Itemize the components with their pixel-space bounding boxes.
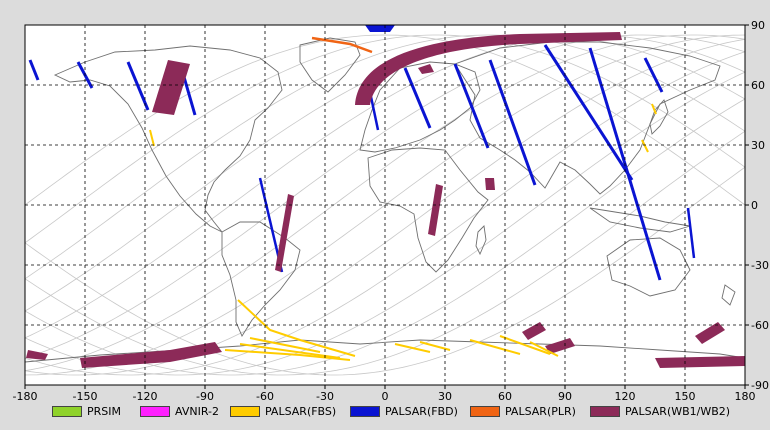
wb-swath-africa bbox=[428, 184, 443, 236]
lat-tick-label: 30 bbox=[751, 139, 765, 152]
legend-item: AVNIR-2 bbox=[140, 404, 219, 418]
fbs-swath-japan bbox=[641, 139, 649, 153]
coast-europe bbox=[359, 61, 481, 153]
wb-swath-ross-sea bbox=[695, 322, 725, 344]
wb-swath-arabia bbox=[485, 178, 495, 190]
fbd-swath-russia-1 bbox=[453, 63, 490, 149]
latitude-axis-labels: 90 60 30 0 -30 -60 -90 bbox=[745, 19, 769, 392]
coast-japan bbox=[649, 99, 669, 135]
wb-swath-canada bbox=[152, 60, 190, 115]
wb-swath-antarctic-far-west bbox=[26, 350, 48, 360]
coast-africa bbox=[367, 147, 489, 273]
lat-tick-label: -30 bbox=[751, 259, 769, 272]
world-coverage-map: 90 60 30 0 -30 -60 -90 -180 -150 -120 -90 -60 -30 0 3… bbox=[13, 19, 769, 403]
lon-tick-label: -60 bbox=[256, 390, 274, 400]
legend-swatch bbox=[350, 405, 380, 417]
legend-label: PALSAR(PLR) bbox=[505, 404, 576, 418]
fbs-swath-patagonia-1 bbox=[237, 299, 356, 357]
legend-label: PRSIM bbox=[87, 404, 121, 418]
legend: PRSIM AVNIR-2 PALSAR(FBS) PALSAR(FBD) PALSAR… bbox=[0, 400, 770, 422]
lon-tick-label: 180 bbox=[735, 390, 756, 400]
fbs-swath-antarctic-3 bbox=[469, 339, 521, 355]
lon-tick-label: 60 bbox=[498, 390, 512, 400]
legend-item: PALSAR(WB1/WB2) bbox=[590, 404, 730, 418]
coast-new-zealand bbox=[721, 284, 736, 306]
wb-swath-antarctic-west bbox=[80, 342, 222, 368]
lat-tick-label: 90 bbox=[751, 19, 765, 32]
fbd-swath-canada-1 bbox=[126, 61, 150, 111]
coast-greenland bbox=[299, 37, 361, 93]
orbit-track bbox=[24, 34, 746, 372]
legend-label: PALSAR(WB1/WB2) bbox=[625, 404, 731, 418]
coast-madagascar bbox=[475, 225, 487, 256]
wb-swath-antarctic-east bbox=[655, 356, 745, 368]
lat-tick-label: -90 bbox=[751, 379, 769, 392]
wb-swath-arctic-arc bbox=[355, 32, 622, 105]
lon-tick-label: -150 bbox=[73, 390, 98, 400]
legend-swatch bbox=[140, 405, 170, 417]
fbd-swath-arctic bbox=[365, 25, 395, 32]
lon-tick-label: -30 bbox=[316, 390, 334, 400]
legend-swatch bbox=[230, 405, 260, 417]
fbd-swath-east bbox=[643, 57, 664, 93]
coast-south-america bbox=[221, 221, 301, 337]
fbs-swath-east-asia bbox=[651, 103, 657, 115]
legend-item: PALSAR(FBD) bbox=[350, 404, 458, 418]
lat-tick-label: 0 bbox=[751, 199, 758, 212]
orbit-track bbox=[24, 34, 746, 206]
lon-tick-label: 150 bbox=[675, 390, 696, 400]
legend-item: PALSAR(PLR) bbox=[470, 404, 576, 418]
fbs-swath-patagonia-2 bbox=[224, 349, 351, 361]
legend-swatch bbox=[52, 405, 82, 417]
fbd-swath-pacific bbox=[686, 207, 696, 259]
coast-north-america bbox=[53, 45, 283, 233]
wb-swath-indian-2 bbox=[545, 338, 575, 354]
fbs-swath-patagonia-3 bbox=[249, 337, 321, 353]
lon-tick-label: -180 bbox=[13, 390, 38, 400]
fbd-swath-europe bbox=[403, 67, 432, 129]
lon-tick-label: 90 bbox=[558, 390, 572, 400]
fbd-swath-alaska-1 bbox=[28, 59, 40, 81]
fbs-swath-central-america bbox=[149, 129, 155, 147]
legend-label: AVNIR-2 bbox=[175, 404, 219, 418]
fbd-swath-asia-1 bbox=[543, 44, 634, 181]
lon-tick-label: 0 bbox=[382, 390, 389, 400]
wb-swath-indian-1 bbox=[522, 322, 546, 340]
fbs-swath-antarctic-4 bbox=[499, 335, 551, 355]
wb-swath-brazil bbox=[275, 194, 294, 272]
fbd-swath-russia-2 bbox=[488, 59, 537, 186]
coast-australia bbox=[606, 237, 691, 297]
lon-tick-label: 120 bbox=[615, 390, 636, 400]
lon-tick-label: -120 bbox=[133, 390, 158, 400]
legend-item: PRSIM bbox=[52, 404, 121, 418]
lat-tick-label: 60 bbox=[751, 79, 765, 92]
lon-tick-label: -90 bbox=[196, 390, 214, 400]
wb-swath-europe-small bbox=[418, 64, 434, 74]
lon-tick-label: 30 bbox=[438, 390, 452, 400]
legend-swatch bbox=[590, 405, 620, 417]
orbit-track bbox=[24, 34, 746, 359]
longitude-axis-labels: -180 -150 -120 -90 -60 -30 0 30 60 90 120 150 180 bbox=[13, 385, 756, 403]
legend-item: PALSAR(FBS) bbox=[230, 404, 336, 418]
coast-asia bbox=[454, 41, 721, 195]
coastlines bbox=[24, 37, 746, 363]
fbs-swath-antarctic-2 bbox=[419, 341, 451, 351]
legend-swatch bbox=[470, 405, 500, 417]
legend-label: PALSAR(FBD) bbox=[385, 404, 458, 418]
fbs-swath-antarctic-1 bbox=[394, 343, 431, 353]
fbs-swath-antarctic-5 bbox=[529, 341, 559, 357]
legend-label: PALSAR(FBS) bbox=[265, 404, 337, 418]
fbs-swath-patagonia-4 bbox=[239, 343, 341, 359]
lat-lon-grid bbox=[25, 25, 745, 385]
lat-tick-label: -60 bbox=[751, 319, 769, 332]
